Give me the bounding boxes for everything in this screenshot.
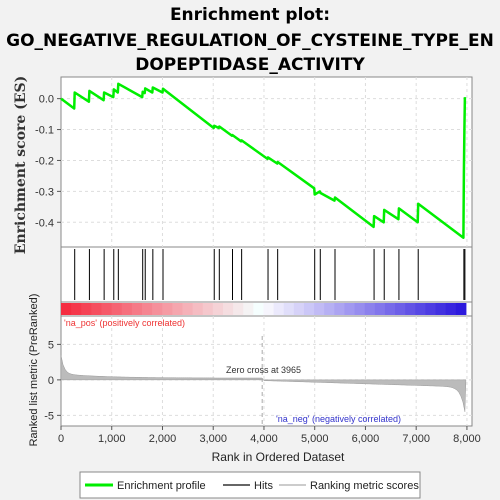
x-axis-label: Rank in Ordered Dataset bbox=[212, 450, 345, 464]
enrichment-profile-line bbox=[60, 82, 467, 239]
color-bar-segment-17 bbox=[233, 303, 244, 315]
xtick-label-0: 0 bbox=[58, 433, 64, 445]
color-bar-segment-25 bbox=[314, 303, 325, 315]
es-grid bbox=[61, 77, 472, 247]
color-bar-segment-15 bbox=[212, 303, 224, 315]
color-bar-segment-38 bbox=[445, 303, 457, 315]
color-bar-segment-21 bbox=[273, 303, 285, 315]
color-bar-segment-9 bbox=[152, 303, 163, 315]
color-bar-segment-39 bbox=[455, 303, 467, 315]
xtick-label-8: 8,000 bbox=[453, 433, 481, 445]
color-bar-segment-37 bbox=[435, 303, 447, 315]
color-bar-segment-12 bbox=[182, 303, 194, 315]
xtick-label-1: 1,000 bbox=[98, 433, 126, 445]
color-bar-segment-26 bbox=[324, 303, 335, 315]
es-ytick-label-2: -0.2 bbox=[35, 155, 54, 167]
es-ytick-label-0: 0.0 bbox=[39, 94, 54, 106]
xtick-label-5: 5,000 bbox=[301, 433, 329, 445]
color-bar-segment-19 bbox=[253, 303, 264, 315]
neg-label: 'na_neg' (negatively correlated) bbox=[276, 414, 401, 424]
es-ytick-label-3: -0.3 bbox=[35, 186, 54, 198]
color-bar-segment-22 bbox=[283, 303, 295, 315]
es-ytick-label-4: -0.4 bbox=[35, 217, 54, 229]
color-bar-segment-28 bbox=[344, 303, 356, 315]
color-bar-segment-13 bbox=[192, 303, 204, 315]
color-bar-segment-10 bbox=[162, 303, 173, 315]
metric-y-ticks: 5 0 -5 bbox=[44, 339, 61, 422]
color-bar-segment-23 bbox=[293, 303, 305, 315]
xtick-label-2: 2,000 bbox=[149, 433, 177, 445]
color-bar-segment-30 bbox=[364, 303, 376, 315]
color-bar-segment-11 bbox=[172, 303, 183, 315]
metric-ytick-label-1: 0 bbox=[48, 375, 54, 387]
xtick-label-6: 6,000 bbox=[352, 433, 380, 445]
color-bar-segment-8 bbox=[141, 303, 153, 315]
color-bar-segment-36 bbox=[425, 303, 437, 315]
color-bar-segment-18 bbox=[243, 303, 254, 315]
chart-title-line1: Enrichment plot: bbox=[169, 5, 331, 25]
xtick-label-7: 7,000 bbox=[402, 433, 430, 445]
legend-label-hits: Hits bbox=[254, 480, 273, 492]
metric-ytick-label-2: -5 bbox=[44, 410, 54, 422]
ranking-metric-area bbox=[60, 355, 467, 412]
es-panel bbox=[60, 76, 473, 248]
hits-panel bbox=[60, 246, 473, 303]
metric-y-axis-label: Ranked list metric (PreRanked) bbox=[28, 294, 40, 447]
color-bar-segment-31 bbox=[374, 303, 386, 315]
enrichment-profile-group bbox=[60, 82, 467, 239]
es-ytick-label-1: -0.1 bbox=[35, 125, 54, 137]
color-bar-segment-33 bbox=[395, 303, 406, 315]
xtick-label-4: 4,000 bbox=[250, 433, 278, 445]
color-bar-segment-16 bbox=[222, 303, 234, 315]
color-bar-segment-5 bbox=[111, 303, 123, 315]
color-bar-segment-6 bbox=[121, 303, 133, 315]
legend-label-metric: Ranking metric scores bbox=[310, 480, 419, 492]
color-bar-segment-1 bbox=[71, 303, 82, 315]
zero-cross-label: Zero cross at 3965 bbox=[226, 365, 301, 375]
color-bar-segment-34 bbox=[405, 303, 416, 315]
pos-label: 'na_pos' (positively correlated) bbox=[64, 318, 185, 328]
color-bar-segment-14 bbox=[202, 303, 214, 315]
legend-label-profile: Enrichment profile bbox=[117, 480, 206, 492]
hits-group bbox=[74, 249, 466, 300]
color-bar-segment-20 bbox=[263, 303, 275, 315]
es-y-ticks: 0.0 -0.1 -0.2 -0.3 -0.4 bbox=[35, 94, 61, 229]
x-ticks: 0 1,000 2,000 3,000 4,000 5,000 6,000 7,000 8,00… bbox=[58, 426, 481, 445]
color-bar-segment-0 bbox=[61, 303, 72, 315]
color-bar-segment-4 bbox=[101, 303, 113, 315]
metric-ytick-label-0: 5 bbox=[48, 339, 54, 351]
color-bar-segment-35 bbox=[415, 303, 426, 315]
color-bar-segment-2 bbox=[81, 303, 92, 315]
xtick-label-3: 3,000 bbox=[199, 433, 227, 445]
color-bar-segment-32 bbox=[384, 303, 396, 315]
color-bar-segment-27 bbox=[334, 303, 345, 315]
chart-title-line2: GO_NEGATIVE_REGULATION_OF_CYSTEINE_TYPE_… bbox=[6, 31, 494, 51]
ranking-color-bar bbox=[61, 303, 467, 315]
color-bar-segment-29 bbox=[354, 303, 366, 315]
es-y-axis-label: Enrichment score (ES) bbox=[13, 76, 29, 254]
ranking-metric-area-path bbox=[60, 355, 467, 412]
legend: Enrichment profile Hits Ranking metric s… bbox=[79, 471, 421, 499]
chart-title-line3: DOPEPTIDASE_ACTIVITY bbox=[135, 55, 365, 75]
color-bar-segment-7 bbox=[131, 303, 143, 315]
color-bar-segment-3 bbox=[91, 303, 102, 315]
color-bar-segment-24 bbox=[303, 303, 315, 315]
